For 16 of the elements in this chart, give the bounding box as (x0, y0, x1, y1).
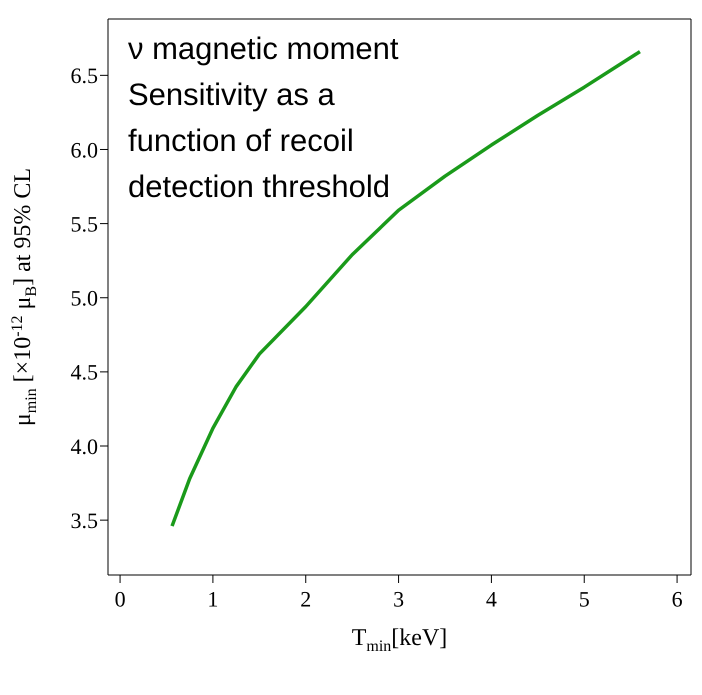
x-tick-label: 5 (578, 586, 590, 612)
y-tick-label: 5.5 (70, 211, 98, 236)
annotation: ν magnetic moment Sensitivity as a function of recoil detection threshold (128, 30, 400, 206)
x-tick-label: 6 (672, 586, 683, 612)
x-tick-label: 1 (207, 586, 218, 612)
y-tick-label: 6.0 (70, 137, 98, 162)
x-tick-label: 4 (486, 586, 497, 612)
y-axis-title: μmin [×10-12 μB] at 95% CL (9, 168, 40, 426)
y-tick-label: 4.0 (70, 434, 98, 459)
x-tick-label: 2 (300, 586, 312, 612)
y-tick-label: 6.5 (70, 63, 98, 88)
y-tick-label: 4.5 (70, 360, 98, 385)
x-tick-label: 3 (393, 586, 404, 612)
y-tick-label: 3.5 (70, 508, 98, 533)
y-tick-label: 5.0 (70, 286, 98, 311)
x-tick-label: 0 (114, 586, 126, 612)
